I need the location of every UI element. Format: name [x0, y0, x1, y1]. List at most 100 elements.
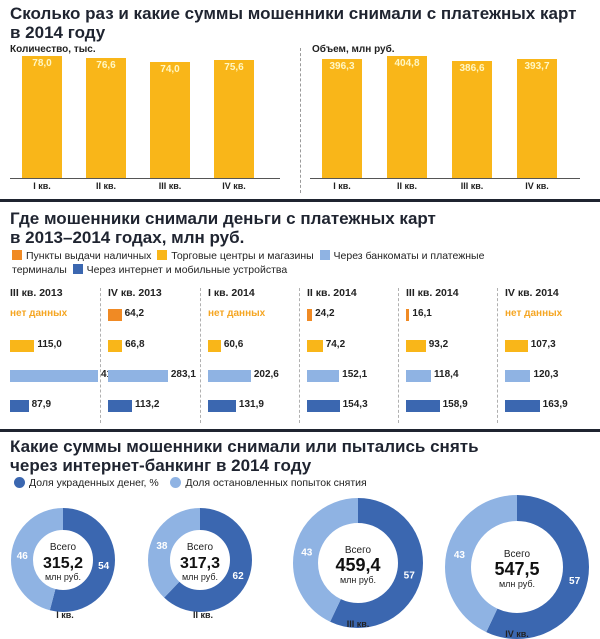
quarter-bar	[10, 370, 98, 382]
chart1-x-tick: II кв.	[396, 181, 418, 191]
chart1-bar-value: 404,8	[394, 58, 420, 69]
quarter-bar	[307, 309, 313, 321]
chart0-x-tick: IV кв.	[222, 181, 246, 191]
donut-value-stopped: 38	[156, 541, 168, 552]
quarter-bar-value: 202,6	[253, 369, 279, 380]
quarter-bar	[505, 400, 540, 412]
chart0-bar	[86, 58, 126, 178]
legend-dot-stopped	[170, 477, 182, 488]
chart0-bar-value: 76,6	[96, 60, 116, 72]
quarter-divider	[398, 288, 399, 423]
quarter-header: IV кв. 2013	[108, 287, 162, 299]
legend-item-atm: Через банкоматы и платежные	[319, 250, 484, 262]
legend-swatch-yellow	[157, 250, 168, 260]
quarter-bar	[505, 370, 531, 382]
section3-title: Какие суммы мошенники снимали или пытали…	[10, 437, 479, 475]
legend-label-stopped: Доля остановленных попыток снятия	[185, 477, 367, 489]
legend-label-malls: Торговые центры и магазины	[171, 250, 314, 262]
donut-value-stolen: 62	[233, 571, 245, 582]
no-data-label: нет данных	[505, 308, 563, 319]
legend-label-cash-points: Пункты выдачи наличных	[26, 250, 152, 262]
donut-total-value: 317,3	[180, 555, 220, 572]
quarter-bar-value: 74,2	[325, 339, 346, 350]
volume-chart-ylabel: Объем, млн руб.	[312, 44, 395, 55]
count-chart-ylabel: Количество, тыс.	[10, 44, 96, 55]
quarter-bar-value: 16,1	[412, 308, 432, 319]
donut-value-stopped: 43	[301, 548, 313, 559]
legend-item-cash-points: Пункты выдачи наличных	[12, 250, 151, 262]
quarter-bar-value: 131,9	[238, 399, 264, 410]
donut-total-label: Всего	[187, 542, 214, 553]
no-data-label: нет данных	[208, 308, 266, 319]
quarter-bar-value: 154,3	[342, 399, 368, 410]
quarter-header: III кв. 2014	[406, 287, 459, 299]
quarter-bar-value: 283,1	[170, 369, 196, 380]
quarter-bar-value: 60,6	[223, 339, 244, 350]
chart0-x-tick: II кв.	[95, 181, 117, 191]
donut-unit-label: млн руб.	[499, 579, 535, 589]
quarter-divider	[200, 288, 201, 423]
chart0-bar-value: 75,6	[224, 61, 244, 73]
quarter-bar-value: 115,0	[37, 339, 62, 350]
donut-quarter-label: III кв.	[346, 619, 370, 629]
quarter-bar-value: 107,3	[530, 339, 556, 350]
donut-total-value: 459,4	[335, 555, 380, 575]
legend-swatch-lightblue	[319, 250, 330, 260]
legend-label-internet: Через интернет и мобильные устройства	[86, 264, 288, 276]
donut-unit-label: млн руб.	[340, 575, 376, 585]
legend-swatch-blue	[72, 264, 83, 274]
quarter-bar-value: 163,9	[542, 399, 568, 410]
quarter-bar	[108, 309, 122, 321]
chart0-bar	[214, 59, 254, 178]
donut-total-label: Всего	[345, 545, 372, 556]
section1-title-line2: в 2014 году	[10, 23, 106, 42]
chart1-baseline	[310, 178, 580, 179]
chart1-bar-value: 386,6	[459, 63, 485, 75]
chart1-x-tick: I кв.	[333, 181, 351, 191]
section1-separator	[0, 199, 600, 202]
section3-legend: Доля украденных денег, % Доля остановлен…	[14, 476, 367, 490]
quarter-bar	[307, 340, 323, 352]
quarter-bar-value: 64,2	[124, 308, 145, 319]
quarter-divider	[497, 288, 498, 423]
chart1-x-tick: III кв.	[460, 181, 484, 191]
chart0-x-tick: III кв.	[158, 181, 182, 191]
section1-title: Сколько раз и какие суммы мошенники сним…	[10, 4, 576, 42]
quarter-header: II кв. 2014	[307, 287, 357, 299]
chart1-bar	[517, 59, 557, 178]
quarter-bar	[406, 309, 410, 321]
section1-divider	[300, 48, 301, 193]
donut-total-label: Всего	[504, 549, 531, 560]
chart1-bar	[452, 61, 492, 178]
section2-title: Где мошенники снимали деньги с платежных…	[10, 209, 436, 247]
legend-label-stolen: Доля украденных денег, %	[29, 477, 159, 489]
quarter-bar	[208, 400, 236, 412]
donut-total-value: 315,2	[43, 555, 83, 572]
quarter-bar	[10, 400, 29, 412]
quarter-bar	[208, 340, 221, 352]
section2-title-line2: в 2013–2014 годах, млн руб.	[10, 228, 245, 247]
quarter-bar-value: 24,2	[315, 308, 335, 319]
section2-separator	[0, 429, 600, 432]
chart0-bar-value: 78,0	[32, 58, 52, 69]
chart1-bar-value: 393,7	[524, 61, 550, 73]
section2-legend: Пункты выдачи наличных Торговые центры и…	[12, 249, 597, 277]
donut-value-stolen: 57	[404, 570, 416, 581]
legend-item-internet: Через интернет и мобильные устройства	[72, 264, 288, 276]
chart0-bar	[22, 56, 62, 178]
legend-label-atm-cont: терминалы	[12, 264, 67, 276]
quarter-bar-value: 118,4	[434, 369, 459, 380]
donut-unit-label: млн руб.	[182, 572, 218, 582]
quarter-bar	[307, 370, 340, 382]
quarter-bar	[208, 370, 251, 382]
donut-quarter-label: IV кв.	[505, 629, 529, 639]
quarter-bar	[406, 400, 440, 412]
chart1-bar	[322, 58, 362, 178]
donut-slice-stopped	[148, 508, 252, 612]
donut-value-stopped: 43	[454, 550, 466, 561]
quarter-bar-value: 87,9	[31, 399, 52, 410]
donut-value-stopped: 46	[17, 551, 29, 562]
